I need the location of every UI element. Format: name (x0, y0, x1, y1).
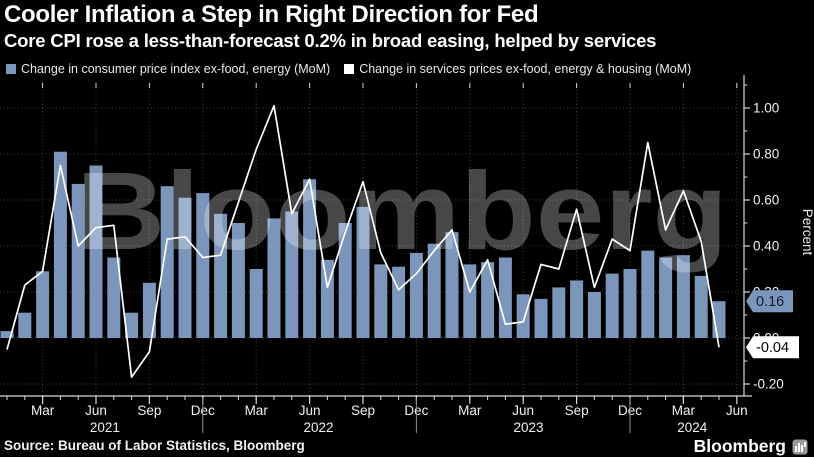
legend-item-services: Change in services prices ex-food, energ… (344, 62, 691, 76)
svg-text:Jun: Jun (85, 403, 107, 418)
svg-text:2024: 2024 (677, 420, 708, 435)
svg-text:2023: 2023 (514, 420, 544, 435)
svg-text:Mar: Mar (458, 403, 482, 418)
legend-item-cpi: Change in consumer price index ex-food, … (6, 62, 330, 76)
svg-text:Bloomberg: Bloomberg (76, 150, 728, 273)
bloomberg-terminal-icon (792, 439, 808, 454)
svg-text:0.80: 0.80 (753, 147, 779, 162)
svg-text:2021: 2021 (90, 420, 120, 435)
cpi-swatch-icon (6, 64, 16, 74)
svg-text:Jun: Jun (299, 403, 321, 418)
svg-text:Percent: Percent (800, 209, 814, 256)
legend: Change in consumer price index ex-food, … (6, 62, 691, 76)
source-note: Source: Bureau of Labor Statistics, Bloo… (4, 438, 305, 453)
svg-text:Sep: Sep (565, 403, 589, 418)
svg-text:Mar: Mar (672, 403, 696, 418)
svg-text:1.00: 1.00 (753, 101, 779, 116)
legend-label-services: Change in services prices ex-food, energ… (359, 62, 692, 76)
page-title: Cooler Inflation a Step in Right Directi… (4, 1, 539, 28)
svg-text:Mar: Mar (245, 403, 269, 418)
svg-text:0.16: 0.16 (756, 294, 784, 310)
svg-text:-0.20: -0.20 (753, 377, 784, 392)
svg-text:-0.04: -0.04 (756, 340, 789, 356)
svg-text:Sep: Sep (351, 403, 375, 418)
svg-text:Jun: Jun (726, 403, 748, 418)
bloomberg-logo: Bloomberg (694, 436, 808, 457)
bloomberg-logo-text: Bloomberg (693, 436, 786, 456)
svg-text:Sep: Sep (137, 403, 161, 418)
svg-text:0.60: 0.60 (753, 193, 779, 208)
svg-text:2022: 2022 (303, 420, 333, 435)
svg-text:Jun: Jun (512, 403, 534, 418)
services-swatch-icon (344, 64, 355, 74)
svg-text:0.40: 0.40 (753, 239, 779, 254)
page-subtitle: Core CPI rose a less-than-forecast 0.2% … (4, 30, 657, 51)
legend-label-cpi: Change in consumer price index ex-food, … (21, 62, 331, 76)
svg-text:Mar: Mar (31, 403, 55, 418)
